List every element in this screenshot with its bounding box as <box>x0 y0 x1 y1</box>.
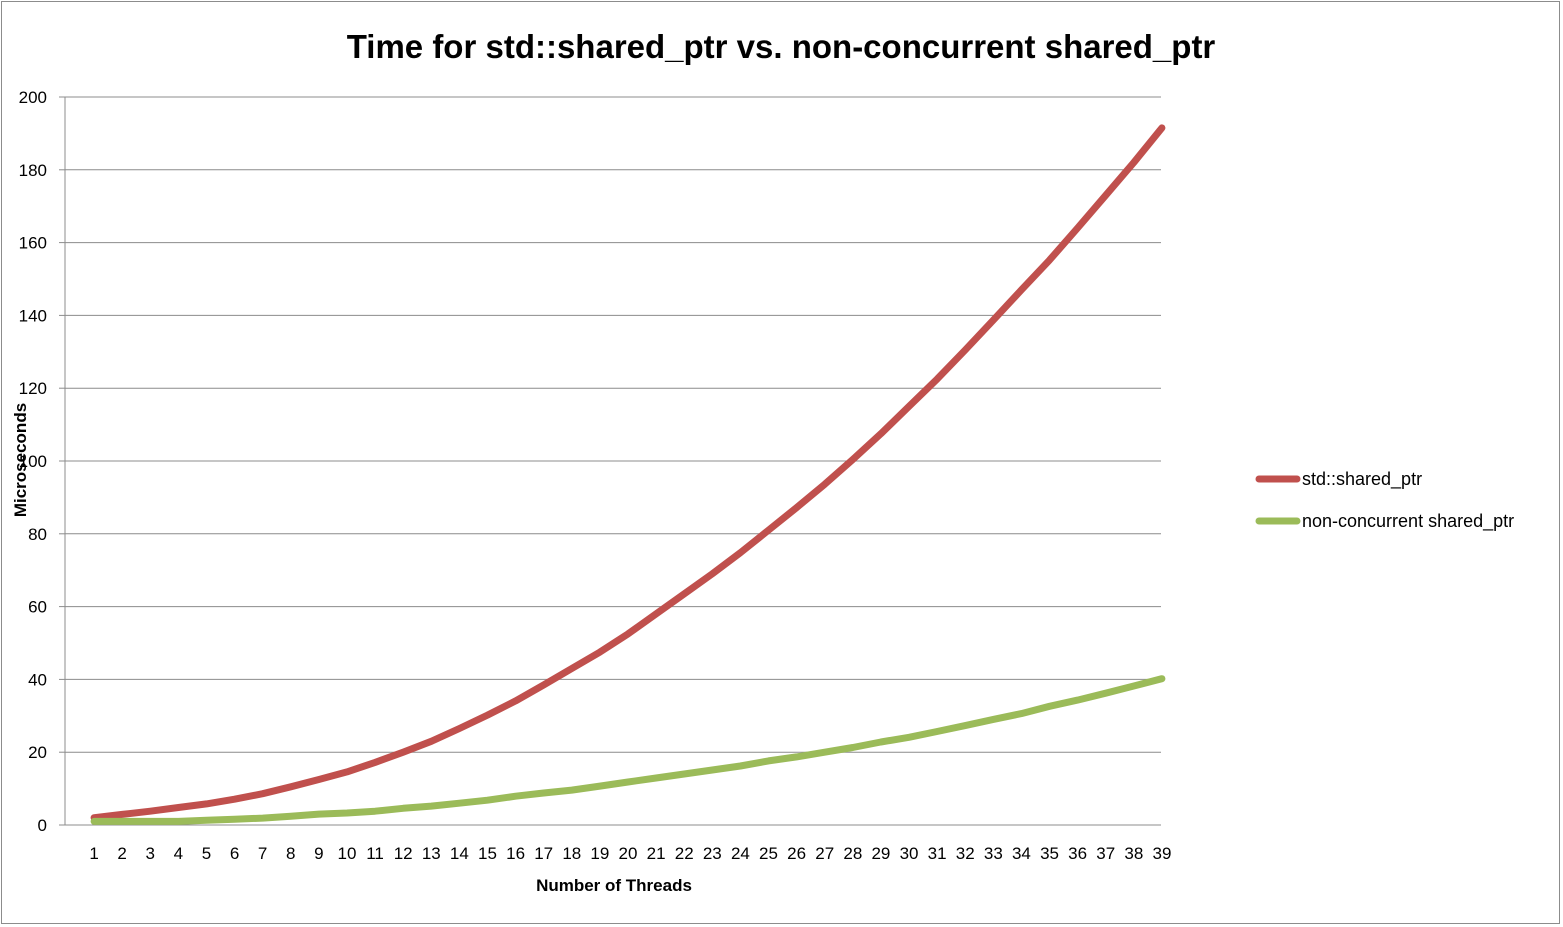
y-tick-label: 0 <box>38 816 47 835</box>
series-line-std-shared-ptr <box>90 124 1166 822</box>
x-tick-label: 28 <box>843 844 862 863</box>
x-tick-label: 29 <box>871 844 890 863</box>
x-tick-label: 7 <box>258 844 267 863</box>
x-tick-label: 4 <box>174 844 183 863</box>
x-tick-label: 20 <box>619 844 638 863</box>
x-tick-label: 18 <box>562 844 581 863</box>
y-tick-label: 160 <box>19 234 47 253</box>
x-tick-label: 27 <box>815 844 834 863</box>
x-tick-label: 6 <box>230 844 239 863</box>
x-tick-label: 38 <box>1124 844 1143 863</box>
x-tick-label: 1 <box>89 844 98 863</box>
x-tick-label: 19 <box>590 844 609 863</box>
chart-title: Time for std::shared_ptr vs. non-concurr… <box>347 28 1216 65</box>
legend-label: std::shared_ptr <box>1302 469 1422 490</box>
series-lines <box>90 124 1166 825</box>
y-tick-label: 80 <box>28 525 47 544</box>
x-tick-label: 9 <box>314 844 323 863</box>
x-tick-label: 10 <box>338 844 357 863</box>
y-tick-label: 20 <box>28 743 47 762</box>
x-tick-label: 39 <box>1152 844 1171 863</box>
y-tick-label: 200 <box>19 88 47 107</box>
y-tick-labels: 0 20 40 60 80 100 120 140 160 180 200 <box>19 88 47 835</box>
x-tick-label: 30 <box>900 844 919 863</box>
x-axis-label: Number of Threads <box>536 876 692 895</box>
y-tick-label: 120 <box>19 379 47 398</box>
x-tick-label: 34 <box>1012 844 1031 863</box>
x-tick-label: 26 <box>787 844 806 863</box>
x-tick-label: 24 <box>731 844 750 863</box>
x-tick-label: 21 <box>647 844 666 863</box>
y-tick-label: 100 <box>19 452 47 471</box>
x-tick-label: 2 <box>117 844 126 863</box>
legend-label: non-concurrent shared_ptr <box>1302 511 1514 532</box>
x-tick-label: 8 <box>286 844 295 863</box>
x-tick-label: 17 <box>534 844 553 863</box>
x-tick-label: 22 <box>675 844 694 863</box>
x-tick-label: 13 <box>422 844 441 863</box>
y-tick-label: 40 <box>28 670 47 689</box>
series-line-non-concurrent-shared-ptr <box>90 675 1166 825</box>
x-tick-label: 15 <box>478 844 497 863</box>
x-tick-label: 3 <box>146 844 155 863</box>
x-tick-label: 5 <box>202 844 211 863</box>
x-tick-label: 12 <box>394 844 413 863</box>
x-tick-label: 37 <box>1096 844 1115 863</box>
x-tick-label: 31 <box>928 844 947 863</box>
x-tick-label: 25 <box>759 844 778 863</box>
x-tick-label: 11 <box>366 844 384 863</box>
x-tick-label: 16 <box>506 844 525 863</box>
x-tick-labels: 1 2 3 4 5 6 7 8 9 10 11 12 13 14 15 16 17 18 19 20 21 22 23 24 2… <box>89 844 1171 863</box>
x-tick-label: 23 <box>703 844 722 863</box>
axes <box>64 97 1161 826</box>
y-tick-label: 60 <box>28 598 47 617</box>
x-tick-label: 32 <box>956 844 975 863</box>
x-tick-label: 36 <box>1068 844 1087 863</box>
y-tick-label: 140 <box>19 306 47 325</box>
y-tick-label: 180 <box>19 161 47 180</box>
gridlines <box>59 96 1161 826</box>
y-axis-label: Microseconds <box>11 403 30 517</box>
x-tick-label: 35 <box>1040 844 1059 863</box>
x-tick-label: 14 <box>450 844 469 863</box>
x-tick-label: 33 <box>984 844 1003 863</box>
